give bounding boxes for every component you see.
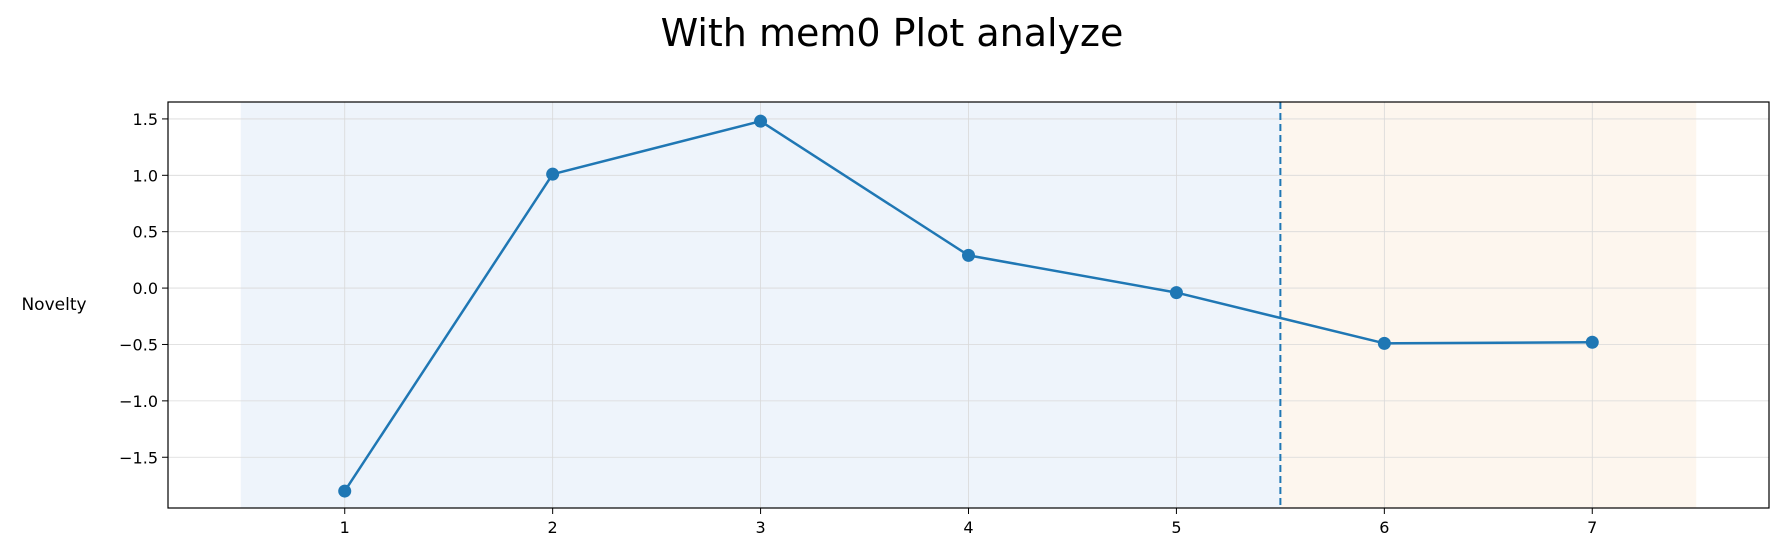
data-point-4	[962, 248, 975, 262]
data-point-6	[1377, 336, 1391, 350]
y-tick-label-3: 0.5	[133, 223, 158, 242]
data-point-3	[754, 114, 768, 128]
x-tick-label-1: 1	[340, 518, 350, 537]
y-tick-label-6: −1.0	[119, 392, 158, 411]
y-tick-label-4: 0.0	[133, 279, 158, 298]
x-tick-label-7: 7	[1587, 518, 1597, 537]
x-tick-label-2: 2	[548, 518, 558, 537]
data-point-1	[338, 484, 352, 498]
y-tick-label-2: 1.0	[133, 166, 158, 185]
x-tick-label-6: 6	[1379, 518, 1389, 537]
y-tick-label-5: −0.5	[119, 335, 158, 354]
x-tick-label-3: 3	[755, 518, 765, 537]
data-point-2	[546, 167, 560, 181]
y-tick-label-7: −1.5	[119, 448, 158, 467]
plot-area: 1 2 3 4 5 6 7 1.5 1.0 0.5 0.0 −0.5 −1.0 −1.5	[119, 101, 1770, 537]
y-axis-label: Novelty	[21, 295, 86, 315]
data-point-5	[1169, 286, 1183, 300]
shaded-region-2	[1280, 102, 1697, 508]
y-tick-label-1: 1.5	[133, 110, 158, 129]
x-tick-label-5: 5	[1171, 518, 1181, 537]
x-tick-label-4: 4	[963, 518, 973, 537]
data-point-7	[1585, 335, 1599, 349]
chart-title: With mem0 Plot analyze	[661, 11, 1124, 55]
